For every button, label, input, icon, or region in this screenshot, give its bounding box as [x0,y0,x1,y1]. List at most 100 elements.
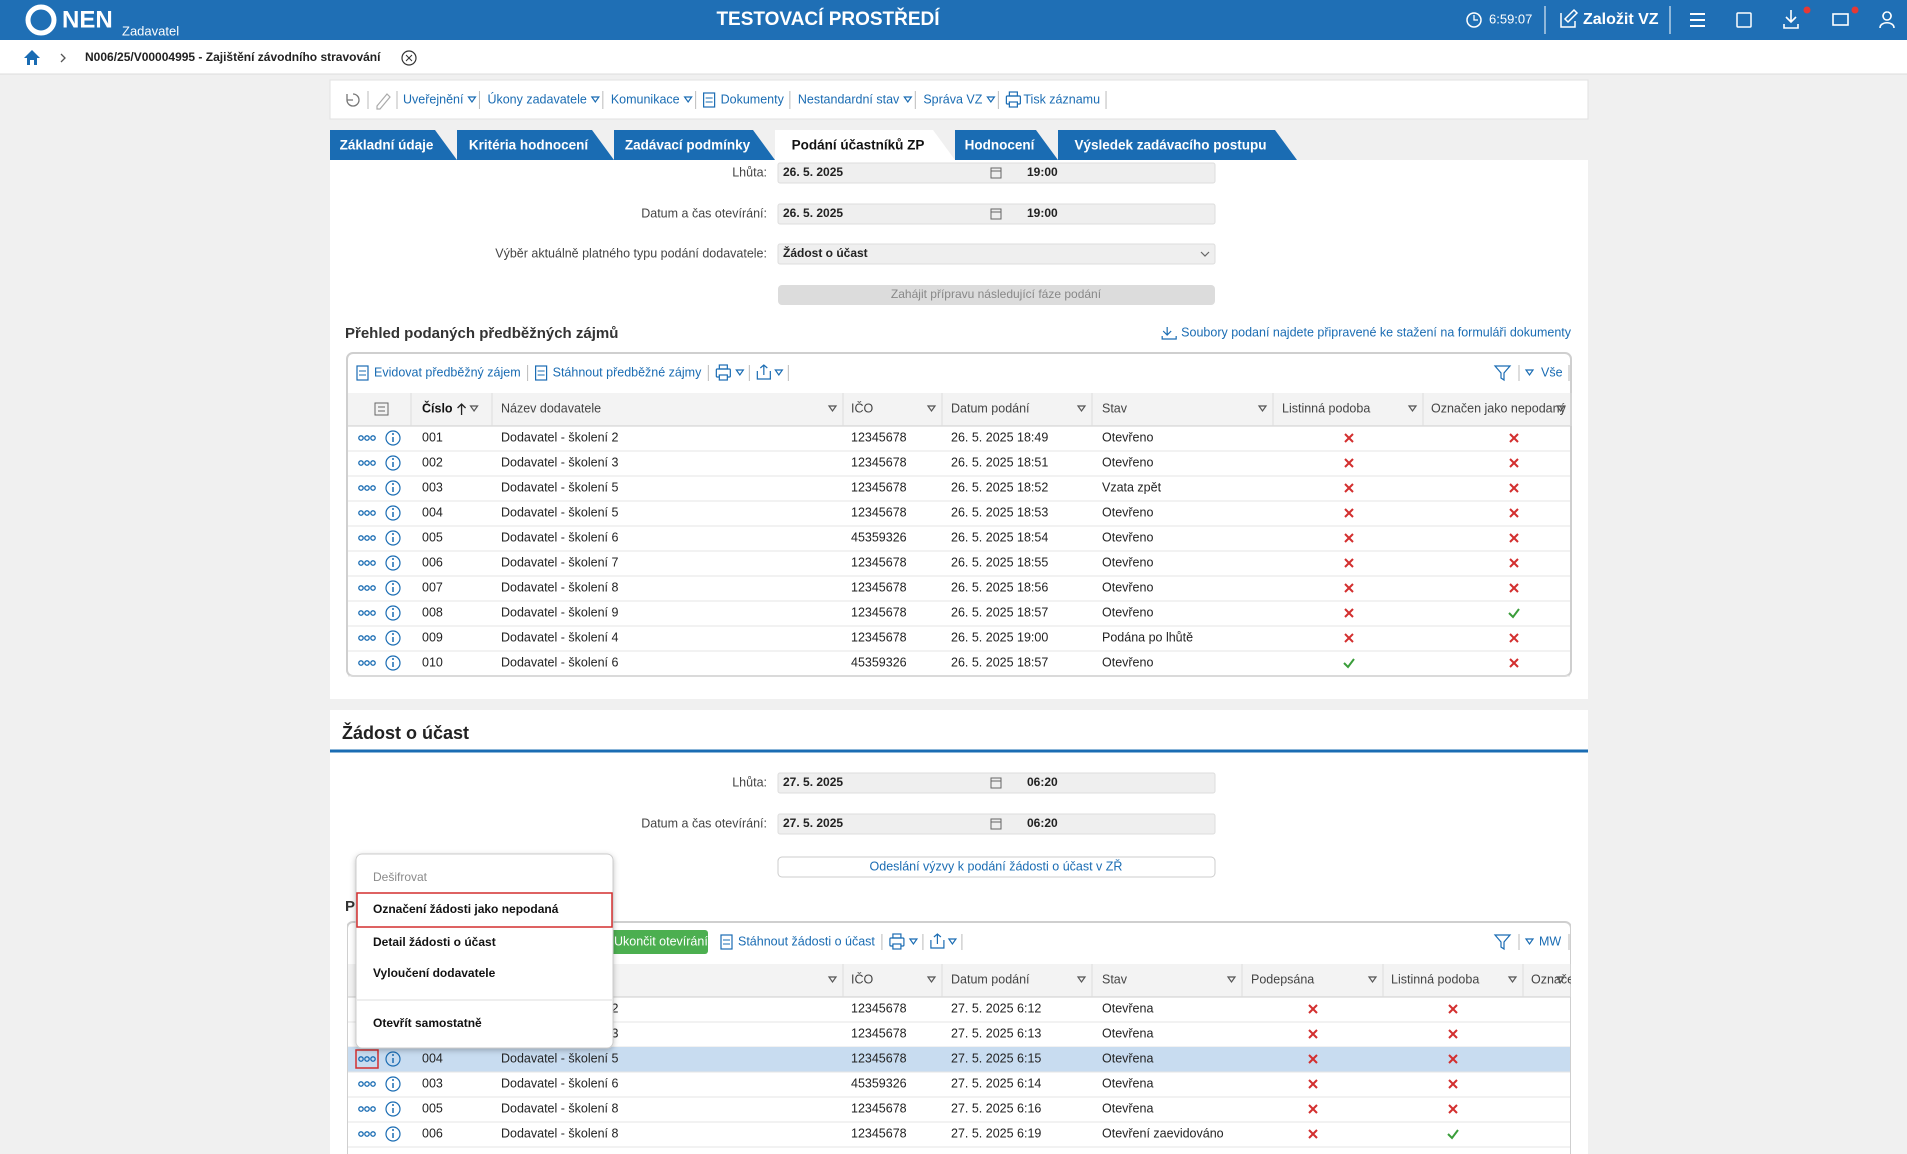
column-header[interactable]: Stav [1102,972,1128,986]
column-header[interactable]: Název dodavatele [501,401,601,415]
cell: Dodavatel - školení 8 [501,1126,618,1140]
column-header[interactable]: Označe [1531,972,1574,986]
cell: Otevřeno [1102,430,1153,444]
cell: 12345678 [851,480,907,494]
cell: 27. 5. 2025 6:13 [951,1026,1041,1040]
column-header[interactable]: Listinná podoba [1391,972,1479,986]
menu-item[interactable]: Označení žádosti jako nepodaná [373,902,559,916]
toolbar-item[interactable]: Komunikace [611,92,680,106]
cell: 26. 5. 2025 18:55 [951,555,1048,569]
context-menu: Dešifrovat Označení žádosti jako nepodaná… [356,854,613,1048]
cell: 26. 5. 2025 18:51 [951,455,1048,469]
cell: 005 [422,530,443,544]
cell: 45359326 [851,1076,907,1090]
info-dot [392,458,394,460]
cell: 12345678 [851,455,907,469]
cell: 12345678 [851,1001,907,1015]
cell: Otevřena [1102,1076,1153,1090]
cell: 26. 5. 2025 18:52 [951,480,1048,494]
time-value: 06:20 [1027,816,1058,830]
cell: 27. 5. 2025 6:16 [951,1101,1041,1115]
toolbar-item[interactable]: Nestandardní stav [798,92,900,106]
date-field [778,814,1215,834]
printer-paper [1009,102,1017,107]
column-header[interactable]: Datum podání [951,401,1030,415]
cell: 26. 5. 2025 18:49 [951,430,1048,444]
printer-paper [893,944,901,949]
cell: 12345678 [851,605,907,619]
info-dot [392,1079,394,1081]
toolbar-item[interactable]: Uveřejnění [403,92,464,106]
cell: 26. 5. 2025 18:53 [951,505,1048,519]
cell: 12345678 [851,630,907,644]
cell: Dodavatel - školení 9 [501,605,618,619]
cell: Otevřeno [1102,455,1153,469]
cell: 27. 5. 2025 6:14 [951,1076,1041,1090]
cell: 12345678 [851,430,907,444]
date-value: 26. 5. 2025 [783,165,843,179]
create-button[interactable]: Založit VZ [1583,11,1659,28]
menu-item[interactable]: Otevřít samostatně [373,1016,482,1030]
field-label: Datum a čas otevírání: [641,206,767,220]
section-title: Žádost o účast [342,722,469,743]
info-dot [392,658,394,660]
column-header[interactable]: Podepsána [1251,972,1314,986]
menu-item: Dešifrovat [373,870,428,884]
notification-dot [1852,7,1859,14]
column-header[interactable]: IČO [851,400,874,415]
filter-value[interactable]: Vše [1541,365,1563,379]
cell: Dodavatel - školení 6 [501,530,618,544]
cell: 26. 5. 2025 18:57 [951,655,1048,669]
tab-label[interactable]: Podání účastníků ZP [792,138,925,153]
toolbar-item[interactable]: Dokumenty [721,92,785,106]
cell: 26. 5. 2025 19:00 [951,630,1048,644]
column-header[interactable]: Listinná podoba [1282,401,1370,415]
grid-title: P [345,898,355,915]
menu-item[interactable]: Vyloučení dodavatele [373,966,496,980]
toolbar-item[interactable]: Tisk záznamu [1023,92,1100,106]
column-header[interactable]: Datum podání [951,972,1030,986]
cell: 26. 5. 2025 18:57 [951,605,1048,619]
date-value: 26. 5. 2025 [783,206,843,220]
tab-label[interactable]: Kritéria hodnocení [469,138,590,153]
info-dot [392,1129,394,1131]
info-dot [392,533,394,535]
date-field [778,163,1215,183]
toolbar-item[interactable]: Správa VZ [923,92,982,106]
cell: Otevřena [1102,1051,1153,1065]
grid-action[interactable]: Stáhnout předběžné zájmy [553,365,702,379]
column-header[interactable]: IČO [851,971,874,986]
date-field [778,204,1215,224]
invite-button-label[interactable]: Odeslání výzvy k podání žádosti o účast … [870,858,1123,873]
grid-action[interactable]: Stáhnout žádosti o účast [738,934,875,948]
cell: Otevřeno [1102,505,1153,519]
column-header[interactable]: Označen jako nepodaný [1431,401,1567,415]
filter-value[interactable]: MW [1539,934,1561,948]
column-header[interactable]: Stav [1102,401,1128,415]
select-value: Žádost o účast [783,245,868,260]
download-note[interactable]: Soubory podaní najdete připravené ke sta… [1181,325,1572,339]
grid-action[interactable]: Evidovat předběžný zájem [374,365,521,379]
menu-item[interactable]: Detail žádosti o účast [373,935,496,949]
cell: 001 [422,430,443,444]
cell: 006 [422,1126,443,1140]
cell: Dodavatel - školení 5 [501,505,618,519]
tab-label[interactable]: Zadávací podmínky [625,138,751,153]
cell: Otevřena [1102,1001,1153,1015]
time-value: 19:00 [1027,206,1058,220]
cell: Otevřeno [1102,555,1153,569]
cell: 004 [422,1051,443,1065]
tab-label[interactable]: Základní údaje [340,138,434,153]
tab-label[interactable]: Hodnocení [965,138,1036,153]
finish-opening-label[interactable]: Ukončit otevírání [614,934,708,948]
info-dot [392,633,394,635]
cell: Otevřeno [1102,580,1153,594]
cell: 12345678 [851,555,907,569]
tab-label[interactable]: Výsledek zadávacího postupu [1074,138,1266,153]
cell: 010 [422,655,443,669]
column-header[interactable]: Číslo [422,400,453,415]
cell: Podána po lhůtě [1102,630,1193,644]
info-dot [392,1054,394,1056]
toolbar-item[interactable]: Úkony zadavatele [487,91,586,106]
